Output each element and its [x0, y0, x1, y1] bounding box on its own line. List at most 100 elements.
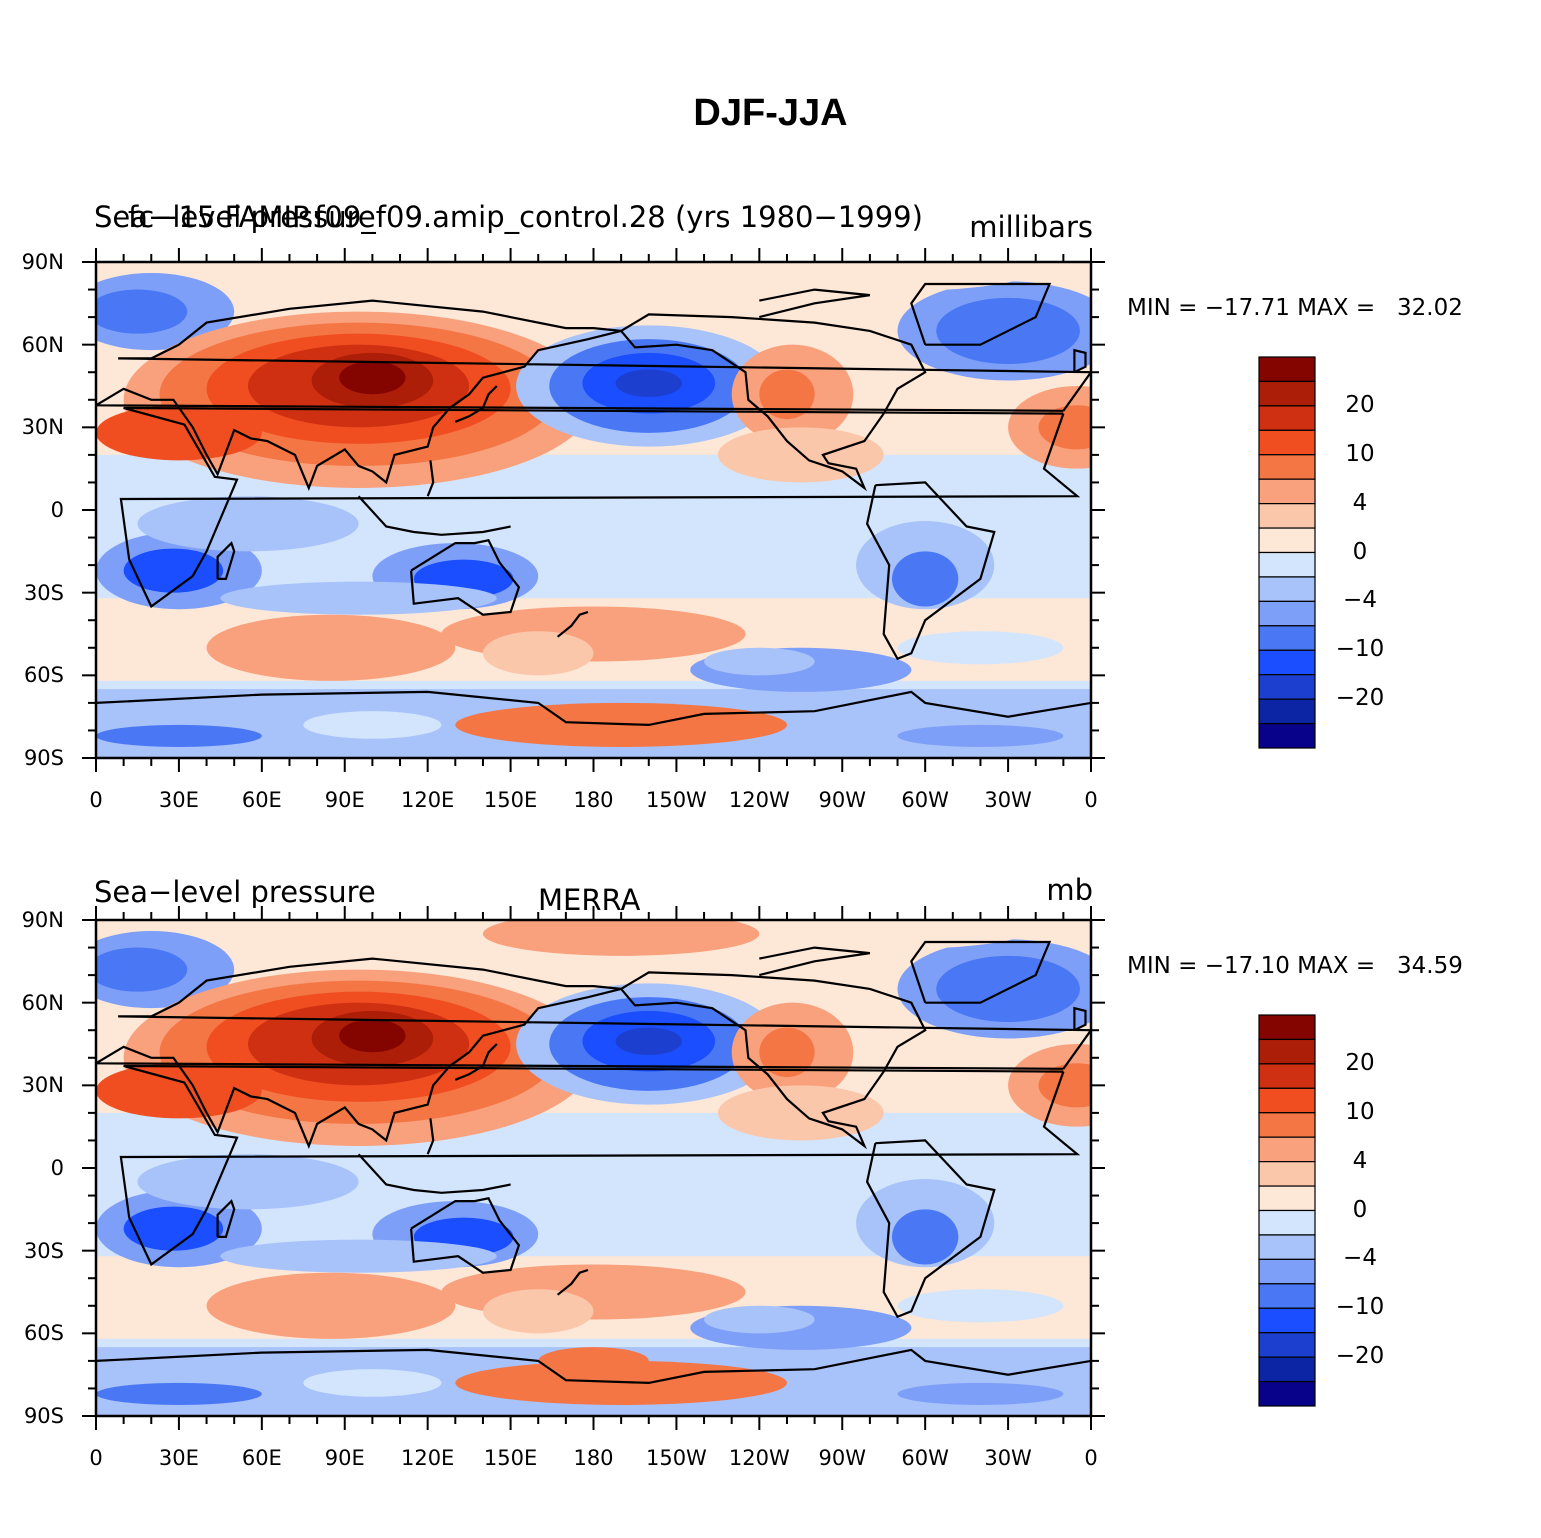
colorbar-label: −4 [1343, 587, 1377, 614]
coastline-12 [426, 460, 435, 497]
x-tick-label: 120E [400, 1446, 455, 1470]
max-value: 34.59 [1397, 953, 1463, 979]
axis-ticks [82, 906, 1105, 1430]
colorbar-label: 4 [1352, 489, 1368, 516]
colorbar-label: −10 [1335, 1294, 1385, 1321]
x-tick-label: 180 [573, 788, 614, 812]
axis-ticks [82, 248, 1105, 772]
colorbar-label: 4 [1352, 1147, 1368, 1174]
x-tick-label: 120W [728, 1446, 790, 1470]
right-title: mb [1046, 873, 1093, 907]
y-tick-label: 90S [23, 746, 64, 770]
x-tick-label: 60E [241, 788, 282, 812]
coastline-9 [216, 541, 236, 580]
colorbar-box [1258, 405, 1316, 431]
colorbar-box [1258, 1307, 1316, 1334]
colorbar-label: −10 [1335, 636, 1385, 663]
coastline-4 [865, 481, 996, 661]
colorbar-box [1258, 1234, 1316, 1260]
coastline-3 [620, 971, 927, 1150]
y-tick-label: 60S [23, 1321, 64, 1346]
colorbar-box [1258, 429, 1316, 456]
colorbar-box [1258, 551, 1316, 578]
y-tick-label: 90N [21, 908, 64, 932]
min-value: −17.71 [1204, 295, 1290, 321]
colorbar-label: 0 [1352, 538, 1368, 565]
coastline-0 [119, 1064, 1081, 1267]
panel-model: Sea−level pressure fc−15 FAMIP.f09_f09.am… [21, 203, 1463, 812]
y-tick-label: 90S [23, 1404, 64, 1428]
coastline-6 [96, 690, 1091, 727]
y-tick-label: 30N [21, 1073, 64, 1098]
colorbar-box [1258, 649, 1316, 676]
x-tick-label: 30E [158, 1446, 199, 1470]
colorbar-box [1258, 1380, 1316, 1407]
colorbar-box [1258, 1356, 1316, 1383]
colorbar-box [1258, 356, 1316, 383]
x-tick-label: 120W [728, 788, 790, 812]
colorbar-box [1258, 1014, 1316, 1041]
coastline-7 [454, 1043, 498, 1081]
coastline-12 [426, 1118, 435, 1155]
colorbar-box [1258, 1038, 1316, 1065]
coastlines [96, 940, 1091, 1385]
colorbar-label: 0 [1352, 1196, 1368, 1223]
panel-merra: Sea−level pressure MERRA mb 90N 60N 30N 0 30S 60… [0, 658, 1541, 1488]
coastline-8 [556, 1268, 589, 1296]
left-title: Sea−level pressure [94, 875, 376, 909]
coastline-0 [119, 406, 1081, 609]
y-tick-label: 90N [21, 250, 64, 274]
coastline-9 [216, 1199, 236, 1238]
coastline-5 [910, 940, 1052, 1004]
colorbar-label: −4 [1343, 1245, 1377, 1272]
coastline-10 [1073, 348, 1087, 374]
colorbar-box [1258, 1209, 1316, 1236]
coastline-3 [620, 313, 927, 492]
colorbar-box [1258, 1112, 1316, 1138]
x-tick-label: 150W [645, 1446, 707, 1470]
x-tick-label: 0 [89, 1446, 103, 1470]
y-tick-label: 60N [21, 990, 64, 1015]
colorbar-box [1258, 527, 1316, 554]
min-value: −17.10 [1204, 953, 1290, 979]
colorbar-box [1258, 1063, 1316, 1089]
y-tick-label: 30S [23, 580, 64, 605]
colorbar-box [1258, 503, 1316, 529]
x-tick-label: 120E [400, 788, 455, 812]
colorbar-box [1258, 478, 1316, 505]
y-tick-label: 60N [21, 332, 64, 357]
max-value: 32.02 [1397, 295, 1463, 321]
x-tick-label: 90E [324, 1446, 365, 1470]
coastline-1 [96, 299, 1091, 491]
coastline-2 [410, 1197, 521, 1274]
x-tick-label: 0 [89, 788, 103, 812]
colorbar-box [1258, 600, 1316, 627]
colorbar-box [1258, 1136, 1316, 1163]
coastline-4 [865, 1139, 996, 1319]
colorbar-box [1258, 1161, 1316, 1187]
map-plot [82, 906, 1316, 1430]
figure-title: DJF-JJA [693, 92, 848, 134]
colorbar-box [1258, 576, 1316, 602]
coastline-5 [910, 282, 1052, 346]
map-plot [82, 248, 1316, 772]
colorbar-box [1258, 674, 1316, 700]
colorbar [1258, 356, 1316, 749]
colorbar-label: 10 [1345, 440, 1375, 467]
colorbar-label: −20 [1335, 685, 1385, 712]
center-title: MERRA [538, 883, 641, 917]
colorbar-box [1258, 454, 1316, 480]
colorbar-label: −20 [1335, 1343, 1385, 1370]
y-tick-label: 60S [23, 663, 64, 688]
x-tick-label: 150W [645, 788, 707, 812]
coastline-10 [1073, 1006, 1087, 1032]
x-tick-label: 90W [818, 788, 867, 812]
x-tick-label: 60W [901, 1446, 949, 1470]
x-tick-label: 150E [483, 788, 538, 812]
coastline-7 [454, 385, 498, 423]
colorbar-box [1258, 1332, 1316, 1358]
x-tick-label: 30W [984, 1446, 1032, 1470]
right-title: millibars [969, 210, 1093, 244]
coastline-13 [759, 946, 871, 977]
y-tick-label: 0 [50, 498, 64, 522]
